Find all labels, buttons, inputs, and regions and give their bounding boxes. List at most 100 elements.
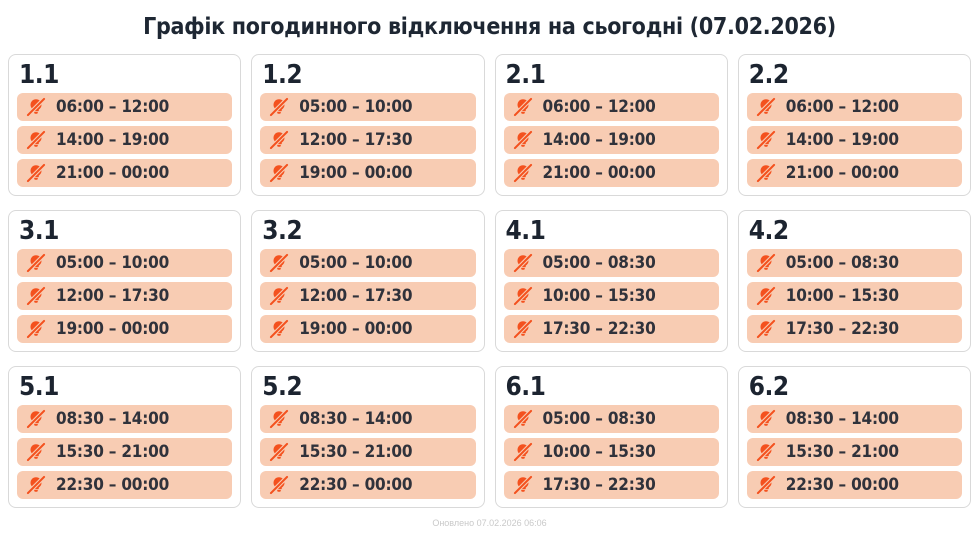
outage-time-range: 05:00 – 08:30 — [542, 253, 656, 273]
outage-slot: 05:00 – 10:00 — [17, 249, 233, 277]
outage-time-range: 19:00 – 00:00 — [299, 319, 413, 339]
outage-time-range: 05:00 – 10:00 — [299, 97, 413, 117]
lightbulb-off-icon — [755, 318, 777, 340]
outage-slot: 05:00 – 10:00 — [260, 93, 476, 121]
slot-list: 06:00 – 12:00 14:00 – 19:00 — [503, 93, 719, 187]
group-label: 2.1 — [505, 60, 546, 90]
lightbulb-off-icon — [25, 318, 47, 340]
lightbulb-off-icon — [268, 318, 290, 340]
lightbulb-off-icon — [268, 252, 290, 274]
outage-time-range: 14:00 – 19:00 — [785, 130, 899, 150]
outage-slot: 05:00 – 10:00 — [260, 249, 476, 277]
group-card: 5.1 08:30 – 14:00 — [8, 366, 242, 508]
outage-slot: 06:00 – 12:00 — [503, 93, 719, 121]
outage-slot: 17:30 – 22:30 — [746, 315, 962, 343]
outage-slot: 19:00 – 00:00 — [260, 315, 476, 343]
updated-timestamp: Оновлено 07.02.2026 06:06 — [432, 518, 547, 528]
outage-time-range: 12:00 – 17:30 — [299, 130, 413, 150]
outage-slot: 05:00 – 08:30 — [503, 249, 719, 277]
slot-list: 06:00 – 12:00 14:00 – 19:00 — [746, 93, 962, 187]
group-label: 6.1 — [505, 372, 546, 402]
group-card: 4.2 05:00 – 08:30 — [737, 210, 971, 352]
lightbulb-off-icon — [755, 441, 777, 463]
group-card: 1.1 06:00 – 12:00 — [8, 54, 242, 196]
group-label: 2.2 — [748, 60, 789, 90]
lightbulb-off-icon — [512, 252, 534, 274]
lightbulb-off-icon — [755, 285, 777, 307]
outage-slot: 10:00 – 15:30 — [503, 282, 719, 310]
outage-slot: 21:00 – 00:00 — [746, 159, 962, 187]
lightbulb-off-icon — [25, 441, 47, 463]
outage-time-range: 19:00 – 00:00 — [299, 163, 413, 183]
lightbulb-off-icon — [755, 408, 777, 430]
outage-slot: 08:30 – 14:00 — [17, 405, 233, 433]
group-label: 6.2 — [748, 372, 789, 402]
lightbulb-off-icon — [268, 474, 290, 496]
group-label: 5.1 — [19, 372, 59, 402]
outage-slot: 05:00 – 08:30 — [746, 249, 962, 277]
outage-slot: 14:00 – 19:00 — [17, 126, 233, 154]
lightbulb-off-icon — [268, 285, 290, 307]
outage-time-range: 22:30 – 00:00 — [56, 475, 170, 495]
outage-slot: 08:30 – 14:00 — [260, 405, 476, 433]
lightbulb-off-icon — [755, 162, 777, 184]
group-card: 5.2 08:30 – 14:00 — [251, 366, 485, 508]
outage-time-range: 06:00 – 12:00 — [56, 97, 170, 117]
outage-slot: 22:30 – 00:00 — [260, 471, 476, 499]
outage-time-range: 05:00 – 10:00 — [299, 253, 413, 273]
outage-time-range: 10:00 – 15:30 — [542, 286, 656, 306]
lightbulb-off-icon — [755, 129, 777, 151]
group-label: 1.1 — [19, 60, 59, 90]
lightbulb-off-icon — [25, 474, 47, 496]
group-label: 5.2 — [262, 372, 303, 402]
outage-slot: 17:30 – 22:30 — [503, 315, 719, 343]
lightbulb-off-icon — [268, 96, 290, 118]
outage-slot: 08:30 – 14:00 — [746, 405, 962, 433]
slot-list: 05:00 – 08:30 10:00 – 15:30 — [746, 249, 962, 343]
outage-slot: 17:30 – 22:30 — [503, 471, 719, 499]
outage-slot: 06:00 – 12:00 — [17, 93, 233, 121]
outage-time-range: 05:00 – 08:30 — [785, 253, 899, 273]
outage-time-range: 21:00 – 00:00 — [56, 163, 170, 183]
outage-slot: 06:00 – 12:00 — [746, 93, 962, 121]
outage-slot: 21:00 – 00:00 — [17, 159, 233, 187]
lightbulb-off-icon — [268, 408, 290, 430]
group-label: 4.1 — [505, 216, 546, 246]
group-label: 3.2 — [262, 216, 303, 246]
group-label: 4.2 — [748, 216, 789, 246]
lightbulb-off-icon — [25, 96, 47, 118]
group-card: 3.1 05:00 – 10:00 — [8, 210, 242, 352]
lightbulb-off-icon — [25, 252, 47, 274]
outage-time-range: 15:30 – 21:00 — [56, 442, 170, 462]
outage-time-range: 10:00 – 15:30 — [542, 442, 656, 462]
slot-list: 05:00 – 10:00 12:00 – 17:30 — [260, 249, 476, 343]
group-card: 1.2 05:00 – 10:00 — [251, 54, 485, 196]
outage-slot: 15:30 – 21:00 — [260, 438, 476, 466]
groups-grid: 1.1 06:00 – 12:00 — [8, 54, 971, 508]
outage-slot: 22:30 – 00:00 — [17, 471, 233, 499]
group-card: 6.2 08:30 – 14:00 — [737, 366, 971, 508]
lightbulb-off-icon — [25, 129, 47, 151]
outage-time-range: 06:00 – 12:00 — [785, 97, 899, 117]
outage-time-range: 15:30 – 21:00 — [299, 442, 413, 462]
lightbulb-off-icon — [755, 474, 777, 496]
lightbulb-off-icon — [268, 441, 290, 463]
outage-time-range: 14:00 – 19:00 — [56, 130, 170, 150]
lightbulb-off-icon — [25, 162, 47, 184]
page-title: Графік погодинного відключення на сьогод… — [143, 14, 836, 40]
outage-time-range: 17:30 – 22:30 — [542, 319, 656, 339]
outage-time-range: 12:00 – 17:30 — [56, 286, 170, 306]
outage-time-range: 08:30 – 14:00 — [785, 409, 899, 429]
outage-slot: 12:00 – 17:30 — [17, 282, 233, 310]
outage-slot: 22:30 – 00:00 — [746, 471, 962, 499]
group-card: 2.2 06:00 – 12:00 — [737, 54, 971, 196]
lightbulb-off-icon — [512, 441, 534, 463]
outage-slot: 12:00 – 17:30 — [260, 282, 476, 310]
outage-time-range: 14:00 – 19:00 — [542, 130, 656, 150]
slot-list: 05:00 – 08:30 10:00 – 15:30 — [503, 405, 719, 499]
outage-time-range: 08:30 – 14:00 — [56, 409, 170, 429]
lightbulb-off-icon — [512, 162, 534, 184]
lightbulb-off-icon — [512, 285, 534, 307]
outage-slot: 15:30 – 21:00 — [746, 438, 962, 466]
